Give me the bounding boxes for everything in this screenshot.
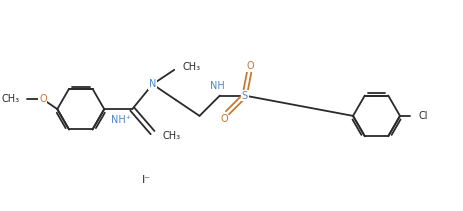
Text: O: O xyxy=(247,61,254,71)
Text: N: N xyxy=(149,79,156,89)
Text: NH: NH xyxy=(210,81,225,91)
Text: CH₃: CH₃ xyxy=(1,94,19,104)
Text: Cl: Cl xyxy=(418,111,427,121)
Text: O: O xyxy=(220,114,228,124)
Text: S: S xyxy=(242,91,248,101)
Text: I⁻: I⁻ xyxy=(142,176,151,185)
Text: O: O xyxy=(39,94,47,104)
Text: CH₃: CH₃ xyxy=(163,131,181,141)
Text: NH⁺: NH⁺ xyxy=(111,115,131,125)
Text: CH₃: CH₃ xyxy=(182,62,200,72)
